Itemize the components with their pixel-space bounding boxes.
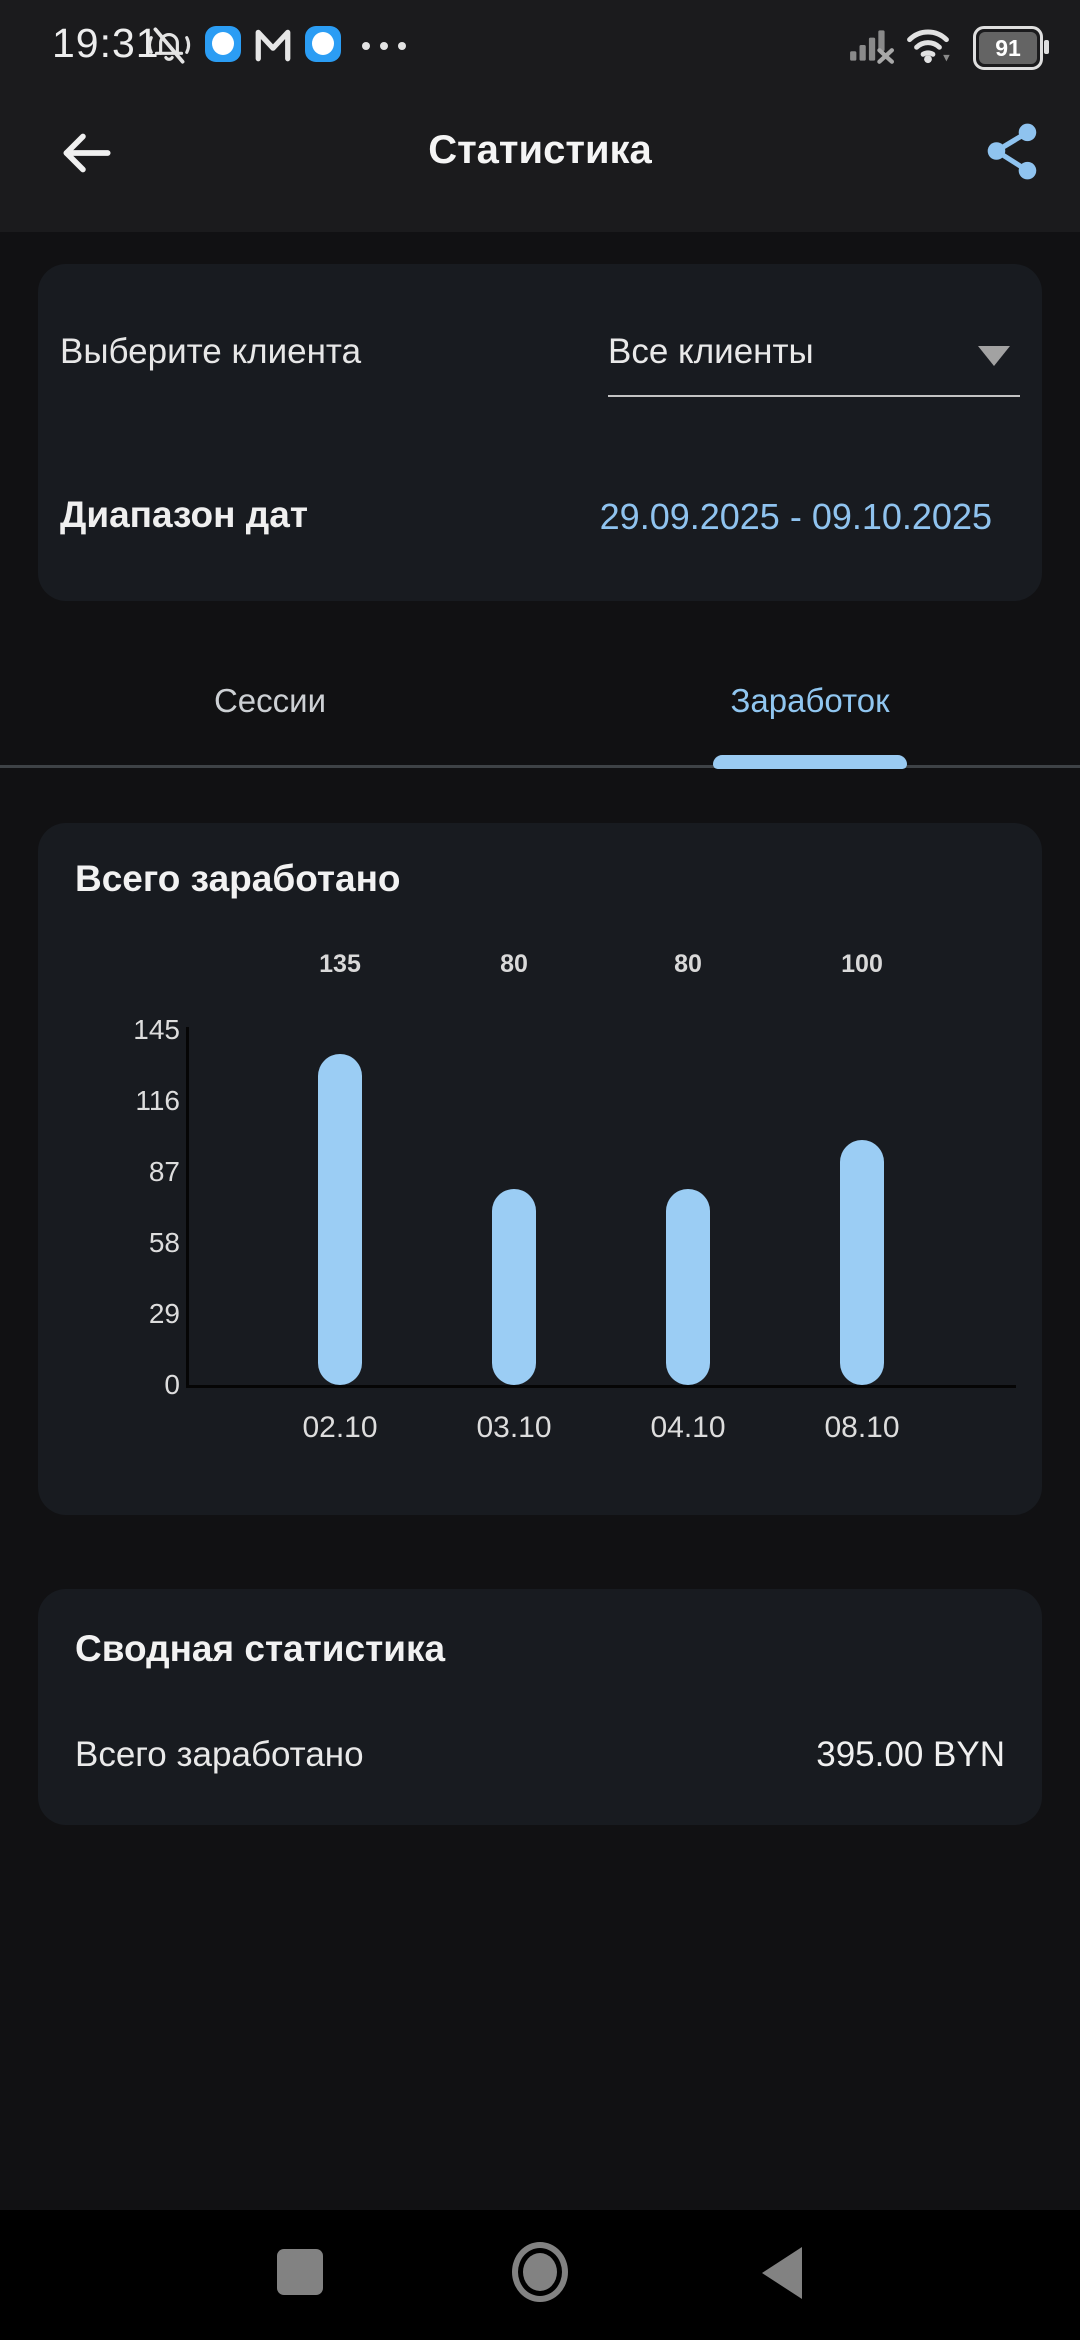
- chart-x-label: 02.10: [302, 1411, 378, 1444]
- chart-x-axis: [186, 1385, 1016, 1388]
- summary-total-value: 395.00 BYN: [816, 1735, 1005, 1774]
- client-select-label: Выберите клиента: [60, 332, 362, 371]
- date-range-value[interactable]: 29.09.2025 - 09.10.2025: [599, 496, 992, 537]
- chart-y-tick: 145: [133, 1014, 180, 1045]
- bell-slash-icon: [147, 27, 191, 64]
- signal-no-sim-icon: [850, 30, 894, 64]
- chart-y-tick: 0: [164, 1369, 180, 1400]
- summary-total-label: Всего заработано: [75, 1735, 364, 1774]
- chart-bar: [840, 1140, 884, 1385]
- chart-y-tick: 58: [148, 1227, 180, 1258]
- tab-earnings[interactable]: Заработок: [540, 640, 1080, 766]
- battery-icon: 91: [973, 26, 1049, 70]
- filter-card: Выберите клиента Все клиенты Диапазон да…: [38, 264, 1042, 601]
- tab-divider: [0, 765, 1080, 768]
- tab-earnings-label: Заработок: [730, 682, 890, 719]
- caret-down-icon: [978, 346, 1010, 366]
- chart-x-label: 08.10: [824, 1411, 900, 1444]
- bar-chart: 145 116 87 58 29 0 135 02.10 80 03.10 80 04.10 100 08…: [38, 823, 1042, 1515]
- nav-home-inner: [523, 2253, 557, 2291]
- chart-bar-value: 80: [500, 950, 528, 978]
- summary-card: Сводная статистика Всего заработано 395.…: [38, 1589, 1042, 1825]
- app-chip-blob: [212, 32, 234, 55]
- chart-bar: [492, 1189, 536, 1385]
- more-notifications-icon: [362, 42, 406, 50]
- earnings-chart-card: Всего заработано 145 116 87 58 29 0 135 02.10 80…: [38, 823, 1042, 1515]
- tab-sessions-label: Сессии: [213, 682, 327, 719]
- chart-bar-value: 80: [674, 950, 702, 978]
- page-title: Статистика: [428, 128, 652, 172]
- chart-bar: [666, 1189, 710, 1385]
- date-range-label: Диапазон дат: [60, 494, 308, 535]
- battery-percent: 91: [979, 32, 1037, 64]
- chart-y-tick: 116: [135, 1085, 180, 1116]
- client-select-value: Все клиенты: [608, 332, 814, 371]
- top-region: 19:31: [0, 0, 1080, 232]
- chart-x-label: 04.10: [650, 1411, 726, 1444]
- chart-bar: [318, 1054, 362, 1385]
- chart-bar-value: 135: [319, 950, 361, 978]
- system-nav-bar: [0, 2210, 1080, 2340]
- gmail-m-icon: [255, 29, 291, 62]
- nav-recents-button[interactable]: [277, 2249, 323, 2295]
- chart-y-tick: 29: [148, 1298, 180, 1329]
- wifi-icon: [907, 29, 950, 64]
- app-chip-blob: [312, 32, 334, 55]
- tab-sessions[interactable]: Сессии: [0, 640, 540, 766]
- app-chip-icon-1: [205, 26, 241, 62]
- chart-bar-value: 100: [841, 950, 883, 978]
- chart-x-label: 03.10: [476, 1411, 552, 1444]
- status-time: 19:31: [52, 20, 160, 66]
- nav-back-button[interactable]: [762, 2247, 802, 2299]
- client-select-underline: [608, 395, 1020, 397]
- chart-y-tick: 87: [148, 1156, 180, 1187]
- client-select[interactable]: Все клиенты: [608, 324, 1020, 396]
- app-chip-icon-2: [305, 26, 341, 62]
- back-button[interactable]: [52, 120, 118, 186]
- battery-nub: [1044, 40, 1049, 54]
- share-button[interactable]: [982, 120, 1044, 182]
- chart-y-axis: [186, 1027, 189, 1388]
- tab-active-indicator: [713, 755, 907, 769]
- chart-title: Всего заработано: [75, 858, 401, 899]
- summary-title: Сводная статистика: [75, 1628, 446, 1669]
- nav-home-button[interactable]: [512, 2242, 568, 2302]
